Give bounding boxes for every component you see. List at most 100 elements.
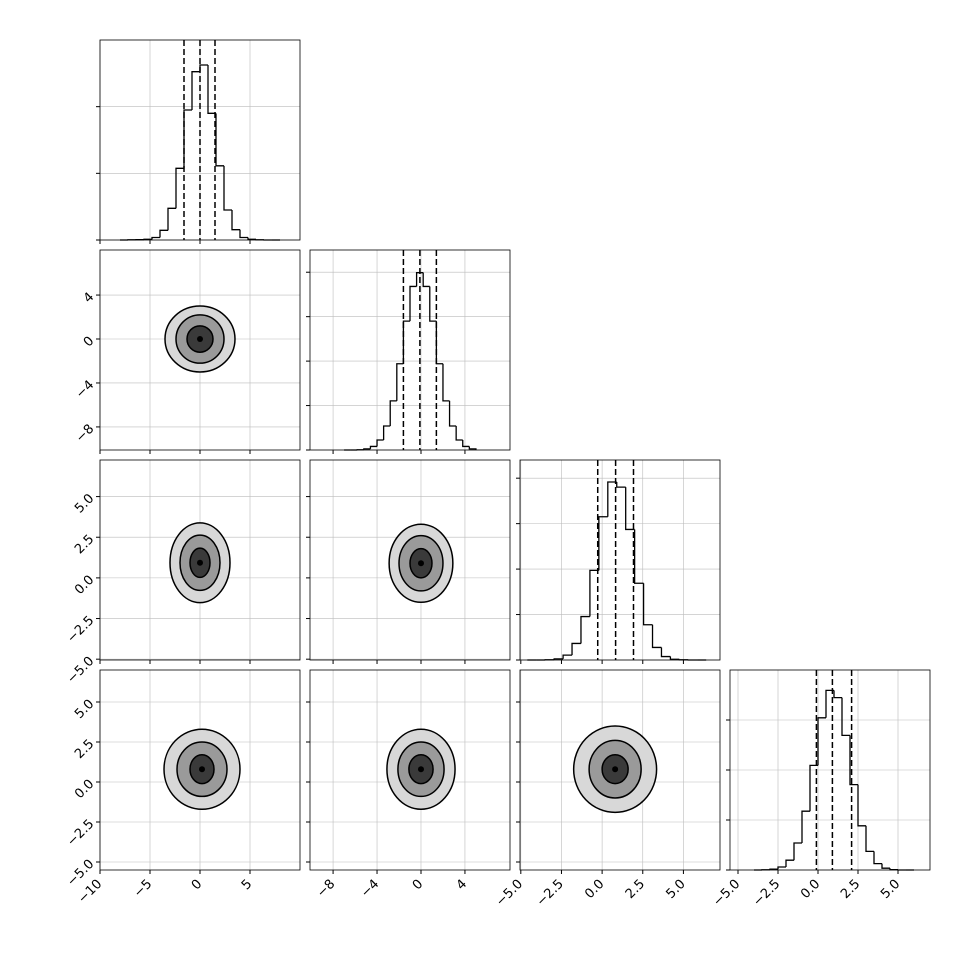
x-tick-label: 2.5 <box>623 877 648 902</box>
y-tick-label: −4 <box>73 378 97 402</box>
x-tick-label: −5.0 <box>710 877 743 910</box>
x-tick-label: −5 <box>131 877 155 901</box>
histogram-bin <box>455 426 463 441</box>
histogram-bin <box>429 286 437 322</box>
histogram-bin <box>223 165 232 211</box>
center-point <box>612 766 619 773</box>
histogram-bin <box>396 363 404 401</box>
x-tick-label: 5.0 <box>663 877 688 902</box>
histogram-bin <box>247 237 256 240</box>
histogram-bin <box>598 516 608 571</box>
histogram-bin <box>442 363 450 402</box>
x-tick-label: 2.5 <box>838 877 863 902</box>
histogram-bin <box>175 167 184 209</box>
histogram-bin <box>415 272 424 287</box>
histogram-bin <box>215 113 224 167</box>
histogram-bin <box>817 717 826 766</box>
histogram-bin <box>865 825 874 853</box>
x-tick-label: −4 <box>358 877 382 901</box>
histogram-bin <box>199 64 208 72</box>
panel-frame <box>309 669 511 871</box>
x-tick-label: 0 <box>410 877 426 893</box>
x-tick-label: 0.0 <box>582 877 607 902</box>
y-tick-label: 0.0 <box>72 777 97 802</box>
histogram-bin <box>553 658 564 660</box>
panel-frame <box>99 249 301 451</box>
panel-frame <box>309 459 511 661</box>
histogram-bin <box>841 697 850 737</box>
histogram-bin <box>207 65 216 114</box>
center-point <box>197 336 203 343</box>
histogram-bin <box>580 615 590 644</box>
histogram-bin <box>873 851 882 865</box>
histogram-bin <box>642 583 653 626</box>
y-tick-label: −8 <box>73 422 97 446</box>
y-tick-label: 5.0 <box>72 697 97 722</box>
histogram-bin <box>833 690 842 699</box>
x-tick-label: 0 <box>189 877 205 893</box>
panel-frame <box>729 669 931 871</box>
y-tick-label: 0.0 <box>72 573 97 598</box>
y-tick-label: 2.5 <box>72 532 97 557</box>
histogram-bin <box>849 735 858 786</box>
histogram-bin <box>589 569 599 617</box>
y-tick-label: −2.5 <box>64 613 97 646</box>
histogram-bin <box>369 445 378 449</box>
histogram-bin <box>363 448 371 450</box>
panel-frame <box>519 459 721 661</box>
histogram-bin <box>231 210 240 231</box>
histogram-bin <box>376 439 384 447</box>
histogram-bin <box>183 109 192 169</box>
histogram-bin <box>660 647 671 658</box>
histogram-bin <box>825 689 834 718</box>
y-tick-label: −2.5 <box>64 817 97 850</box>
y-tick-label: 2.5 <box>72 737 97 762</box>
histogram-bin <box>809 764 818 812</box>
x-tick-label: 5.0 <box>878 877 903 902</box>
histogram-bin <box>409 285 417 322</box>
histogram-bin <box>468 446 477 450</box>
x-tick-label: 0.0 <box>798 877 823 902</box>
histogram-bin <box>607 481 617 517</box>
histogram-bin <box>769 868 778 870</box>
x-tick-label: 4 <box>454 877 470 893</box>
histogram-bin <box>435 321 443 365</box>
panel-frame <box>99 39 301 241</box>
center-point <box>417 560 424 567</box>
x-tick-label: −5.0 <box>493 877 526 910</box>
x-tick-label: −8 <box>314 877 338 901</box>
histogram-bin <box>651 624 662 649</box>
histogram-bin <box>785 859 794 867</box>
histogram-bin <box>382 425 391 440</box>
histogram-bin <box>801 810 810 843</box>
histogram-bin <box>462 440 470 448</box>
histogram-bin <box>167 207 176 231</box>
histogram-bin <box>777 866 786 870</box>
histogram-bin <box>239 229 248 239</box>
y-tick-label: 0 <box>81 334 97 350</box>
x-tick-label: −2.5 <box>534 877 567 910</box>
histogram-bin <box>151 236 160 240</box>
histogram-bin <box>571 642 581 656</box>
histogram-bin <box>422 272 430 288</box>
histogram-bin <box>793 842 802 861</box>
histogram-bin <box>402 320 410 364</box>
histogram-bin <box>191 71 200 110</box>
panel-frame <box>309 249 511 451</box>
y-tick-label: −5.0 <box>64 654 97 687</box>
center-point <box>197 559 203 566</box>
x-tick-label: −2.5 <box>750 877 783 910</box>
y-tick-label: 4 <box>81 290 97 306</box>
panel-frame <box>99 669 301 871</box>
histogram-bin <box>159 229 168 238</box>
y-tick-label: 5.0 <box>72 491 97 516</box>
histogram-bin <box>389 400 397 426</box>
histogram-bin <box>448 400 457 427</box>
histogram-bin <box>889 868 898 871</box>
center-point <box>417 766 424 773</box>
histogram-bin <box>616 482 626 488</box>
histogram-bin <box>633 529 644 584</box>
panel-frame <box>99 459 301 661</box>
histogram-bin <box>881 863 890 869</box>
histogram-bin <box>669 656 680 660</box>
